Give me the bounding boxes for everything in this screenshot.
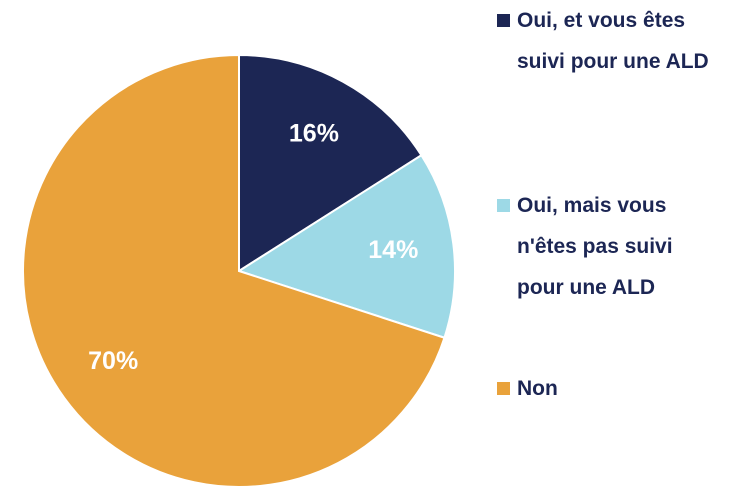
pie-slice (22, 53, 446, 487)
legend-entry: Oui, et vous êtes suivi pour une ALD (497, 0, 722, 82)
legend-entry: Non (497, 368, 722, 409)
data-label: 70% (88, 347, 138, 375)
legend-label: Oui, mais vous n'êtes pas suivi pour une… (517, 194, 673, 299)
pie-slice (238, 53, 423, 273)
legend-swatch (497, 14, 510, 27)
legend-label: Oui, et vous êtes suivi pour une ALD (517, 9, 709, 73)
legend-entry: Oui, mais vous n'êtes pas suivi pour une… (497, 185, 722, 308)
data-label: 14% (368, 236, 418, 264)
legend-swatch (497, 199, 510, 212)
legend-swatch (497, 382, 510, 395)
data-label: 16% (289, 119, 339, 147)
legend-label: Non (517, 377, 558, 400)
pie-slice (236, 153, 456, 340)
